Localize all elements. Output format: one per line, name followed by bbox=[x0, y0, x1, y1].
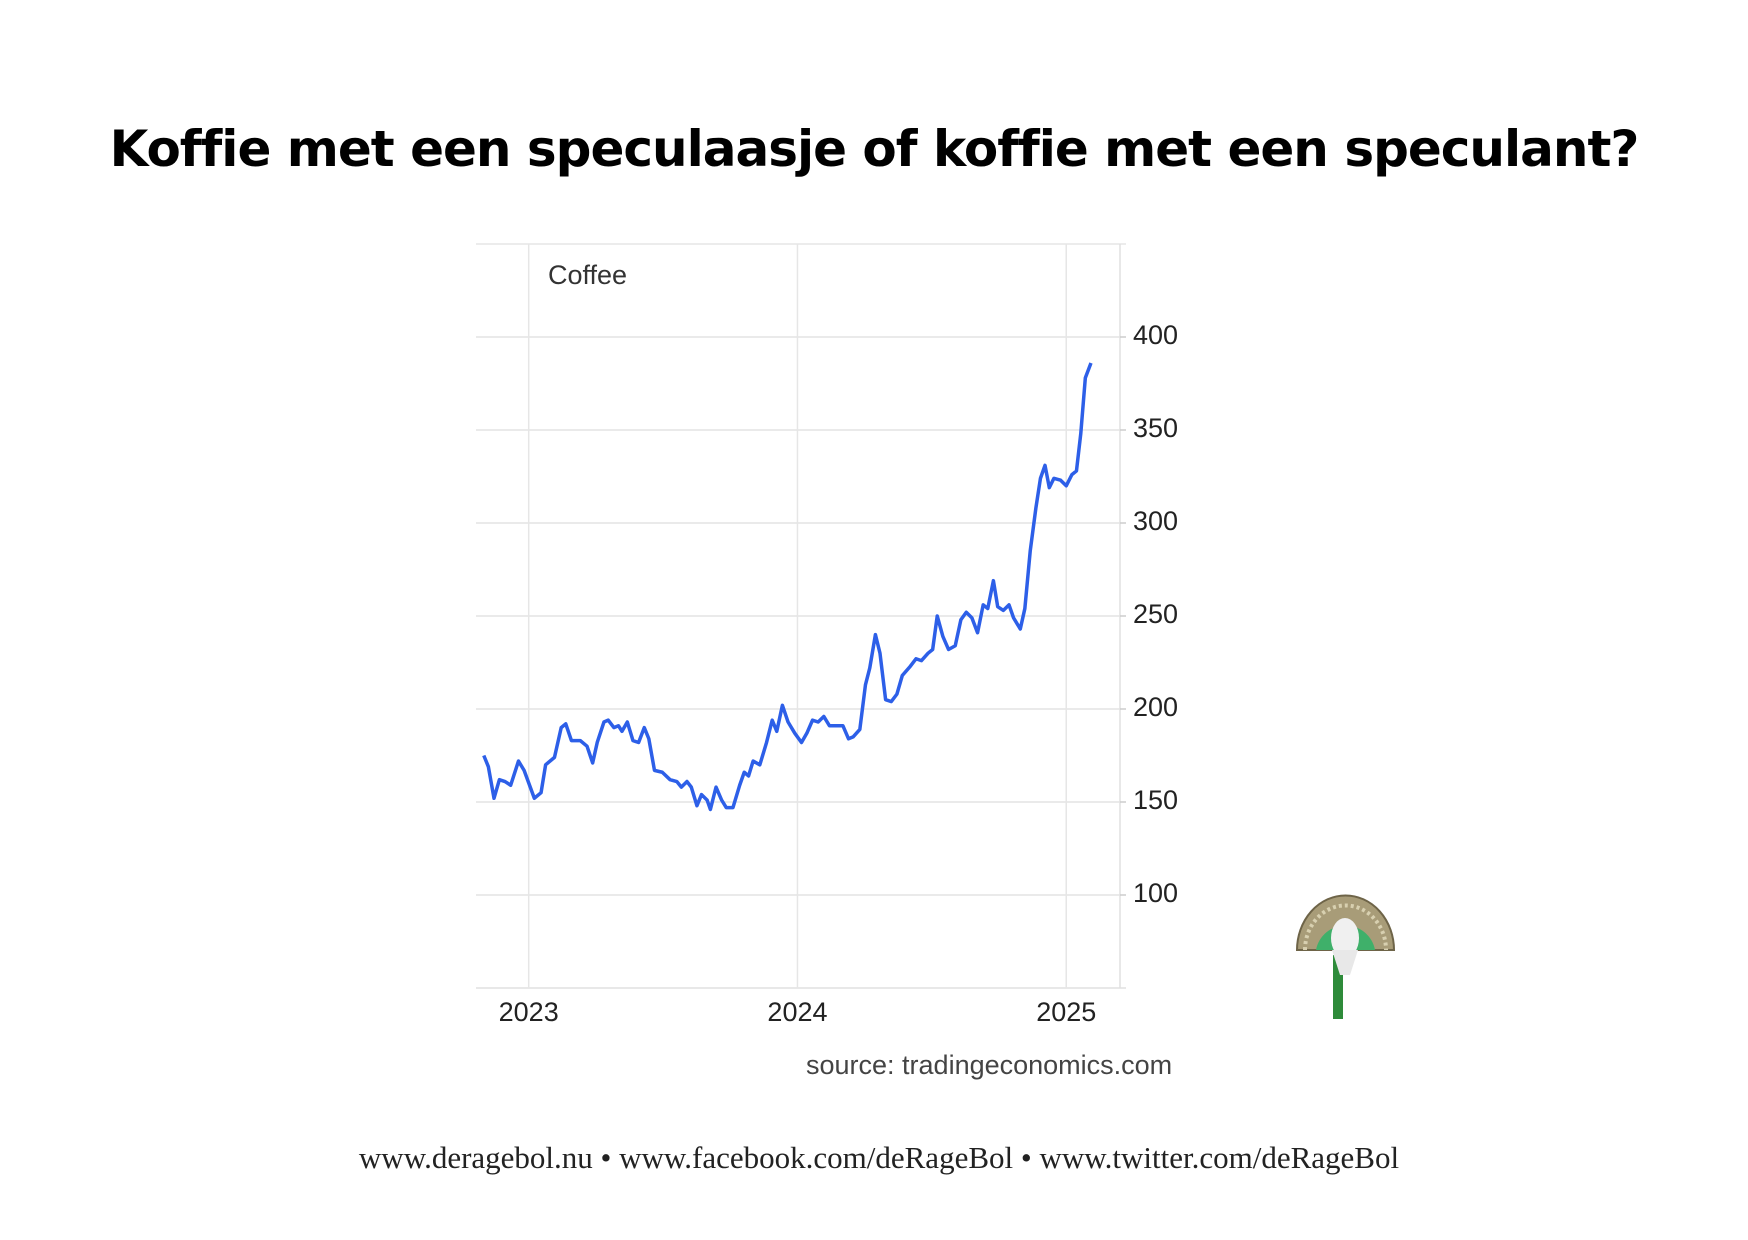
y-tick-label: 350 bbox=[1133, 413, 1178, 443]
x-tick-label: 2023 bbox=[499, 997, 559, 1027]
footer: www.deragebol.nu • www.facebook.com/deRa… bbox=[358, 1140, 1400, 1175]
series-label: Coffee bbox=[548, 260, 627, 290]
broom-icon bbox=[1295, 894, 1396, 1019]
y-tick-label: 250 bbox=[1133, 599, 1178, 629]
y-tick-label: 400 bbox=[1133, 320, 1178, 350]
y-tick-label: 150 bbox=[1133, 785, 1178, 815]
y-tick-label: 300 bbox=[1133, 506, 1178, 536]
y-tick-label: 100 bbox=[1133, 878, 1178, 908]
y-tick-label: 200 bbox=[1133, 692, 1178, 722]
source-note: source: tradingeconomics.com bbox=[806, 1050, 1172, 1080]
slide-title: Koffie met een speculaasje of koffie met… bbox=[109, 120, 1640, 178]
x-tick-label: 2024 bbox=[767, 997, 827, 1027]
x-tick-label: 2025 bbox=[1036, 997, 1096, 1027]
data-line bbox=[482, 362, 1093, 812]
